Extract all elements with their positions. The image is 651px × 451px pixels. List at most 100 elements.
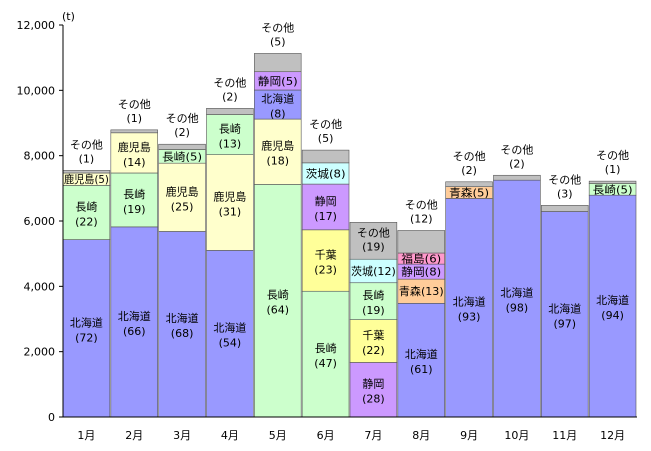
segment-percent: (2) <box>509 157 525 170</box>
segment-label: 茨城(8) <box>306 166 346 180</box>
segment-percent: (19) <box>362 240 385 253</box>
segment-percent: (31) <box>219 206 242 219</box>
segment-label: その他 <box>213 76 246 89</box>
segment-label: 青森(13) <box>399 284 444 298</box>
segment-label: その他 <box>261 21 294 34</box>
segment-label: 北海道 <box>500 286 533 300</box>
segment-percent: (5) <box>270 35 286 48</box>
x-tick-label: 5月 <box>269 429 287 442</box>
segment-percent: (47) <box>314 357 337 370</box>
segment-percent: (3) <box>557 187 573 200</box>
segment-percent: (94) <box>601 309 624 322</box>
segment-percent: (1) <box>126 112 142 125</box>
segment-label: 静岡(5) <box>258 74 298 88</box>
bar-segment <box>301 149 350 164</box>
segment-label: 静岡 <box>362 377 384 391</box>
segment-label: 長崎 <box>123 187 145 201</box>
segment-percent: (66) <box>123 325 146 338</box>
x-tick-label: 12月 <box>600 429 625 442</box>
bar-segment <box>349 282 398 320</box>
segment-percent: (64) <box>266 304 289 317</box>
segment-percent: (72) <box>75 331 98 344</box>
bar-segment <box>62 239 111 418</box>
bar-segment <box>397 278 445 304</box>
y-tick-label: 12,000 <box>17 19 56 32</box>
x-tick-label: 2月 <box>125 429 143 442</box>
segment-label: 長崎 <box>75 200 97 214</box>
segment-label: 長崎(5) <box>593 182 633 196</box>
segment-percent: (68) <box>171 327 194 340</box>
y-tick-label: 6,000 <box>24 215 56 228</box>
segment-percent: (1) <box>605 163 621 176</box>
segment-label: その他 <box>548 173 581 186</box>
segment-label: 北海道 <box>453 295 486 309</box>
x-tick-label: 11月 <box>552 429 577 442</box>
segment-label: 北海道 <box>213 321 246 335</box>
segment-percent: (23) <box>314 264 337 277</box>
segment-percent: (61) <box>410 363 433 376</box>
y-tick-label: 4,000 <box>24 280 56 293</box>
segment-label: 北海道 <box>261 92 294 106</box>
bar-segment <box>349 319 398 363</box>
x-tick-label: 4月 <box>221 429 239 442</box>
segment-percent: (25) <box>171 200 194 213</box>
segment-label: 長崎 <box>362 288 384 302</box>
segment-percent: (1) <box>79 152 95 165</box>
bar-segment <box>301 229 350 292</box>
x-tick-label: 9月 <box>460 429 478 442</box>
segment-label: 鹿児島 <box>261 139 294 153</box>
segment-percent: (2) <box>174 126 190 139</box>
bar-segment <box>62 185 111 240</box>
segment-label: その他 <box>309 118 342 131</box>
segment-percent: (5) <box>318 132 334 145</box>
x-tick-label: 3月 <box>173 429 191 442</box>
bar-segment <box>301 290 350 418</box>
segment-percent: (18) <box>266 155 289 168</box>
bar-segment <box>301 183 350 231</box>
segment-label: 鹿児島 <box>118 140 151 154</box>
segment-label: その他 <box>500 143 533 156</box>
bar-segment <box>397 303 445 418</box>
bar-segment <box>206 250 254 418</box>
x-tick-label: 8月 <box>412 429 430 442</box>
x-tick-label: 10月 <box>504 429 529 442</box>
segment-label: 北海道 <box>70 315 103 329</box>
segment-label: 長崎 <box>219 122 241 136</box>
x-tick-label: 1月 <box>77 429 95 442</box>
segment-percent: (19) <box>123 203 146 216</box>
y-tick-label: 2,000 <box>24 346 56 359</box>
segment-percent: (17) <box>314 210 337 223</box>
bar-segment <box>349 222 398 260</box>
segment-label: 鹿児島 <box>166 184 199 198</box>
bar-segment <box>541 205 589 212</box>
y-tick-label: 10,000 <box>17 84 56 97</box>
segment-label: 福島(6) <box>401 252 441 266</box>
bar-segment <box>254 184 302 418</box>
bar-segment <box>254 53 302 73</box>
segment-label: 茨城(12) <box>351 264 396 278</box>
segment-percent: (54) <box>219 337 242 350</box>
x-tick-label: 7月 <box>364 429 382 442</box>
bar-segment <box>110 132 158 174</box>
bar-segment <box>254 89 302 120</box>
segment-label: 鹿児島(5) <box>64 172 109 186</box>
bar-segment <box>158 162 206 232</box>
bar-segment <box>158 143 206 150</box>
segment-label: その他 <box>70 138 103 151</box>
segment-label: その他 <box>118 98 151 111</box>
bar-segment <box>349 362 398 418</box>
bar-segment <box>206 108 254 115</box>
segment-percent: (13) <box>219 138 242 151</box>
bar-segment <box>110 172 158 228</box>
segment-label: その他 <box>405 198 438 211</box>
segment-percent: (93) <box>458 311 481 324</box>
segment-label: その他 <box>166 112 199 125</box>
y-tick-label: 8,000 <box>24 150 56 163</box>
segment-label: 長崎 <box>267 288 289 302</box>
segment-label: 千葉 <box>362 328 384 342</box>
bar-segment <box>397 230 445 254</box>
segment-percent: (22) <box>362 344 385 357</box>
bar-segment <box>254 118 302 185</box>
segment-label: 千葉 <box>315 248 337 262</box>
segment-label: その他 <box>596 149 629 162</box>
